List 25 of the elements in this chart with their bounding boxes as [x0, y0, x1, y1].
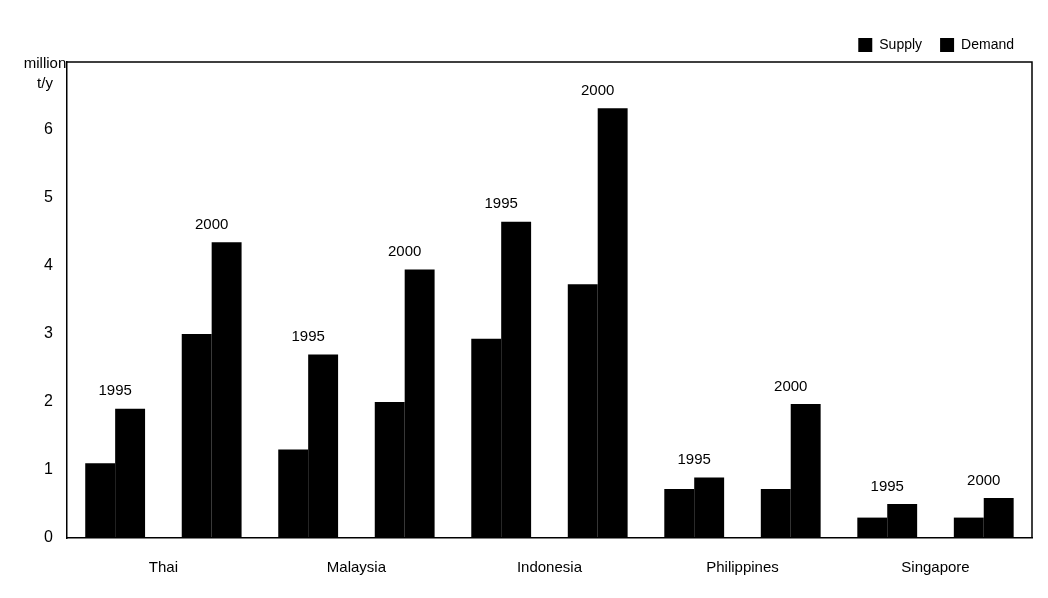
y-tick-label: 2	[43, 392, 53, 410]
x-tick-label: 2000	[774, 376, 808, 394]
x-tick-label: 2000	[388, 242, 422, 260]
x-tick-label: 2000	[194, 214, 229, 232]
x-tick-label: 1995	[677, 450, 711, 468]
text: Philippines	[706, 557, 779, 575]
x-tick-label: 1995	[870, 476, 904, 494]
y-tick-label: 5	[43, 188, 53, 206]
y-tick-label: 6	[43, 120, 53, 138]
text: Malaysia	[326, 557, 387, 575]
y-tick-label: 0	[43, 528, 53, 546]
y-tick-label: 3	[43, 324, 53, 342]
y-tick-label: 1	[43, 460, 53, 478]
x-tick-label: 1995	[98, 381, 132, 399]
text: Indonesia	[516, 557, 583, 575]
y-axis-title: million t/y	[23, 53, 67, 91]
x-tick-label: 1995	[484, 194, 518, 212]
legend-label: Demand	[961, 35, 1014, 52]
x-tick-label: 1995	[291, 327, 325, 345]
y-tick-label: 4	[43, 256, 53, 274]
x-tick-label: 2000	[967, 470, 1001, 488]
text: Singapore	[901, 557, 970, 575]
text: Thai	[148, 557, 178, 575]
x-tick-label: 2000	[581, 80, 615, 98]
legend-label: Supply	[879, 35, 923, 52]
